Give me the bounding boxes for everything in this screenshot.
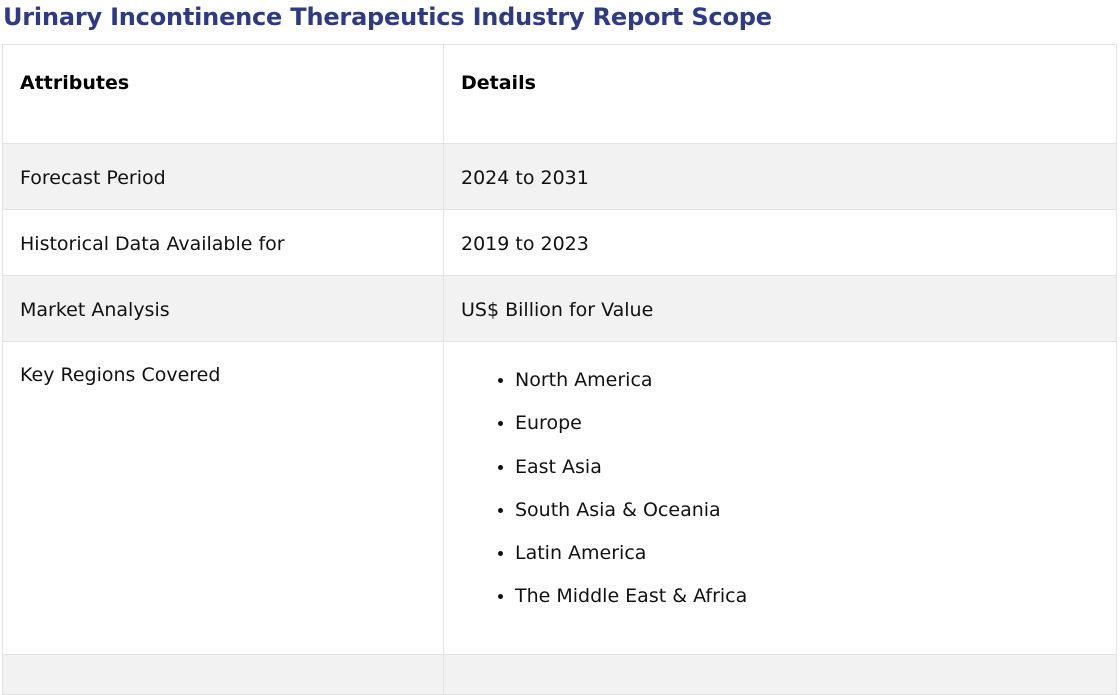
detail-cell-empty	[443, 654, 1117, 695]
attribute-cell: Forecast Period	[2, 143, 444, 210]
header-attributes: Attributes	[2, 44, 444, 144]
attribute-cell: Market Analysis	[2, 275, 444, 342]
list-item: The Middle East & Africa	[515, 584, 1099, 627]
table-header-row: Attributes Details	[2, 44, 1117, 144]
table-row: Forecast Period 2024 to 2031	[2, 143, 1117, 210]
list-item: East Asia	[515, 455, 1099, 498]
detail-cell-regions: North America Europe East Asia South Asi…	[443, 341, 1117, 655]
detail-cell: 2019 to 2023	[443, 209, 1117, 276]
detail-cell: US$ Billion for Value	[443, 275, 1117, 342]
table-row: Market Analysis US$ Billion for Value	[2, 275, 1117, 342]
attribute-cell: Key Regions Covered	[2, 341, 444, 655]
attribute-cell-empty	[2, 654, 444, 695]
report-scope-table: Attributes Details Forecast Period 2024 …	[2, 44, 1117, 695]
table-row: Historical Data Available for 2019 to 20…	[2, 209, 1117, 276]
list-item: North America	[515, 368, 1099, 411]
list-item: Latin America	[515, 541, 1099, 584]
list-item: South Asia & Oceania	[515, 498, 1099, 541]
region-list: North America Europe East Asia South Asi…	[515, 364, 1099, 628]
list-item: Europe	[515, 411, 1099, 454]
page-title: Urinary Incontinence Therapeutics Indust…	[3, 3, 772, 31]
table-row-regions: Key Regions Covered North America Europe…	[2, 341, 1117, 655]
header-details: Details	[443, 44, 1117, 144]
detail-cell: 2024 to 2031	[443, 143, 1117, 210]
table-row-partial	[2, 654, 1117, 695]
attribute-cell: Historical Data Available for	[2, 209, 444, 276]
